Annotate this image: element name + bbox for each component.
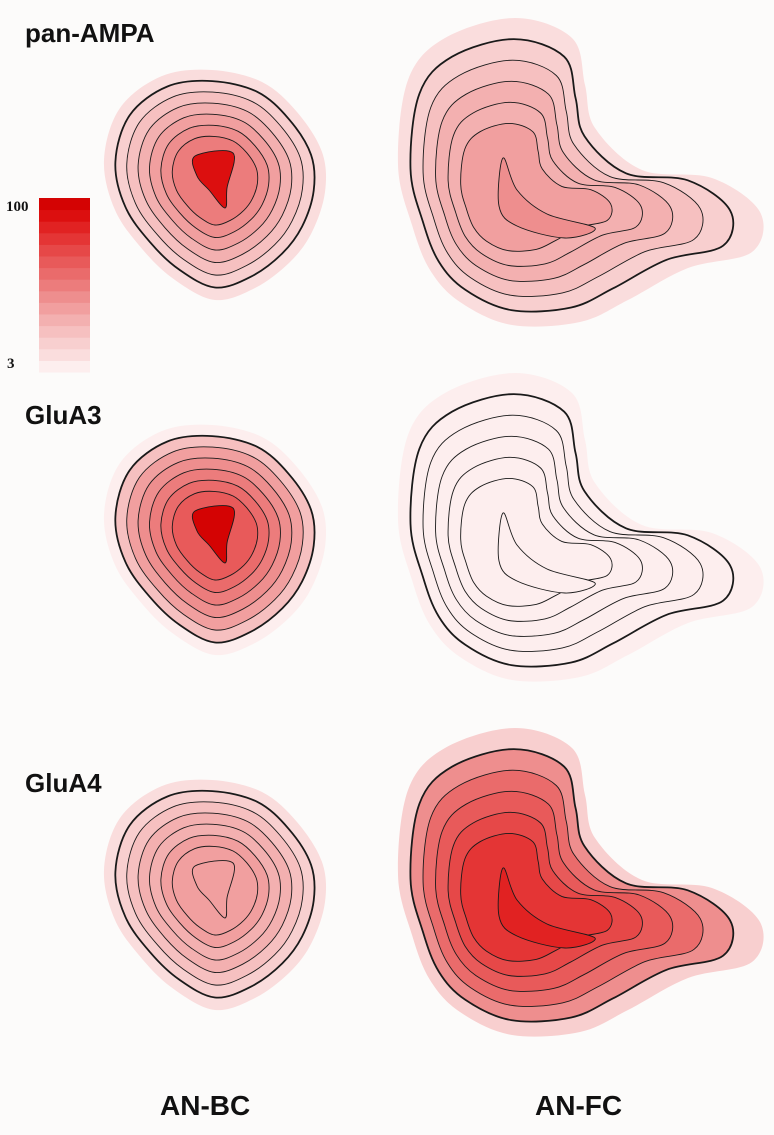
- scale-swatch: [39, 244, 90, 257]
- fc-contour-2: [397, 728, 764, 1037]
- contour-level: [191, 505, 235, 564]
- contour-level: [497, 512, 596, 594]
- scale-swatch: [39, 198, 90, 211]
- scale-swatch: [39, 348, 90, 361]
- scale-swatch: [39, 267, 90, 280]
- scale-max-label: 100: [6, 199, 29, 215]
- scale-swatch: [39, 337, 90, 350]
- scale-swatch: [39, 232, 90, 245]
- scale-swatch: [39, 314, 90, 327]
- bc-contour-0: [103, 69, 327, 301]
- scale-min-label: 3: [7, 356, 15, 372]
- contour-level: [460, 832, 613, 962]
- scale-swatch: [39, 279, 90, 292]
- scale-swatch: [39, 302, 90, 315]
- fc-contour-1: [397, 373, 764, 682]
- contour-level: [497, 157, 596, 239]
- contour-level: [191, 150, 235, 209]
- bc-contour-2: [103, 779, 327, 1011]
- column-label-an-fc: AN-FC: [535, 1090, 623, 1121]
- contour-level: [191, 860, 235, 919]
- column-label-an-bc: AN-BC: [160, 1090, 251, 1121]
- scale-swatch: [39, 221, 90, 234]
- bc-contour-1: [103, 424, 327, 656]
- scale-swatch: [39, 360, 90, 373]
- row-label-glua4: GluA4: [25, 768, 102, 798]
- contour-level: [460, 122, 613, 252]
- row-label-pan-ampa: pan-AMPA: [25, 18, 155, 48]
- scale-swatch: [39, 290, 90, 303]
- contour-level: [460, 477, 613, 607]
- scale-swatch: [39, 325, 90, 338]
- fc-contour-0: [397, 18, 764, 327]
- row-label-glua3: GluA3: [25, 400, 102, 430]
- scale-swatch: [39, 256, 90, 269]
- contour-level: [497, 867, 596, 949]
- scale-swatch: [39, 209, 90, 222]
